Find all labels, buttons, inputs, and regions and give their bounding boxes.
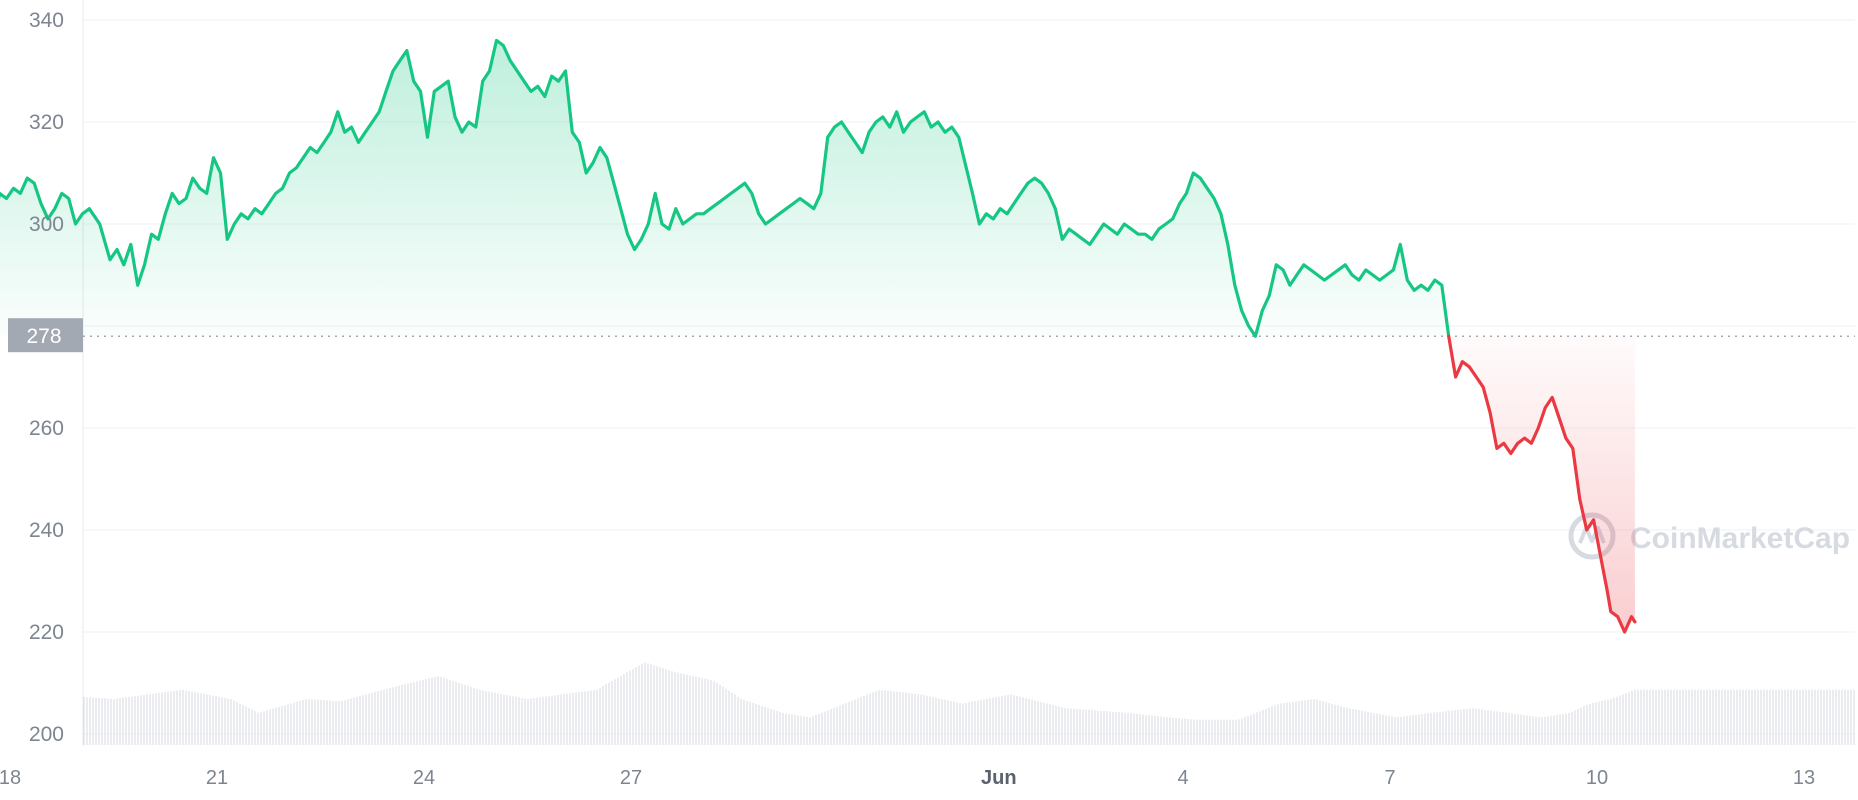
watermark-text: CoinMarketCap bbox=[1630, 522, 1850, 555]
y-tick-label: 320 bbox=[29, 111, 64, 134]
y-tick-label: 200 bbox=[29, 723, 64, 746]
y-axis-labels: 200220240260280300320340 bbox=[29, 9, 64, 746]
y-tick-label: 240 bbox=[29, 519, 64, 542]
y-tick-label: 220 bbox=[29, 621, 64, 644]
price-line-up bbox=[0, 38, 1451, 338]
reference-badge-background bbox=[8, 318, 83, 353]
volume-bars bbox=[83, 662, 1855, 745]
x-tick-label: 27 bbox=[620, 767, 642, 789]
x-tick-label: 21 bbox=[206, 767, 228, 789]
area-below-reference bbox=[1448, 336, 1635, 632]
price-line bbox=[0, 38, 1637, 634]
area-above-reference bbox=[0, 40, 1449, 337]
x-axis-labels: 1518212427Jun471013 bbox=[0, 767, 1815, 789]
y-tick-label: 340 bbox=[29, 9, 64, 32]
x-tick-label: 10 bbox=[1586, 767, 1608, 789]
x-tick-label: 13 bbox=[1793, 767, 1815, 789]
reference-badge-label: 278 bbox=[26, 325, 61, 348]
y-tick-label: 300 bbox=[29, 213, 64, 236]
y-tick-label: 260 bbox=[29, 417, 64, 440]
x-tick-label: 18 bbox=[0, 767, 21, 789]
x-tick-label: Jun bbox=[981, 767, 1017, 789]
price-line-down bbox=[1447, 334, 1637, 634]
price-area bbox=[0, 40, 1635, 632]
x-tick-label: 4 bbox=[1177, 767, 1188, 789]
x-tick-label: 24 bbox=[413, 767, 435, 789]
x-tick-label: 7 bbox=[1384, 767, 1395, 789]
reference-price-badge: 278 bbox=[8, 318, 83, 353]
